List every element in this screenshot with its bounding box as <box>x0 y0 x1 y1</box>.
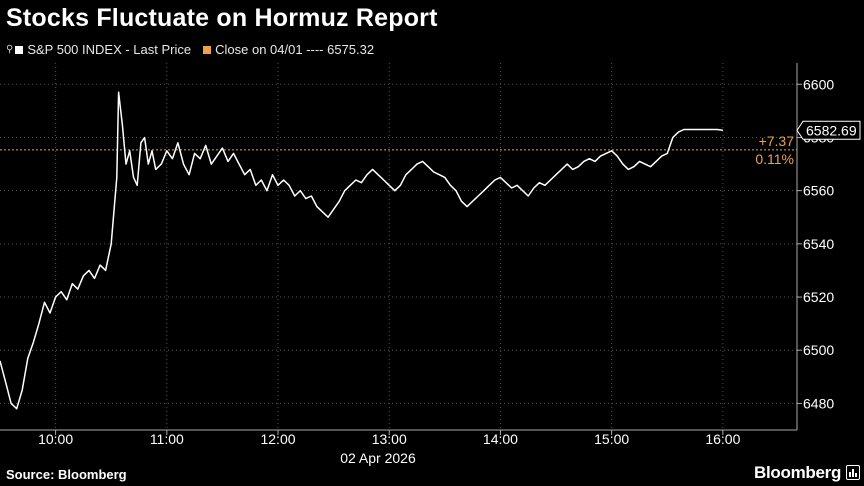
x-tick-label: 14:00 <box>483 431 518 447</box>
x-tick-label: 11:00 <box>150 431 184 447</box>
change-pct-label: 0.11% <box>755 151 794 167</box>
y-tick-label: 6500 <box>803 342 834 358</box>
x-axis-label: 02 Apr 2026 <box>340 450 416 466</box>
y-tick-label: 6480 <box>803 395 834 411</box>
legend-swatch-series <box>15 45 24 54</box>
chart-title: Stocks Fluctuate on Hormuz Report <box>6 4 438 32</box>
legend-label-close: Close on 04/01 ---- 6575.32 <box>215 42 375 57</box>
legend-item-series: ⚲ S&P 500 INDEX - Last Price <box>6 42 191 57</box>
y-tick-label: 6540 <box>803 236 834 252</box>
y-tick-label: 6520 <box>803 289 834 305</box>
x-tick-label: 10:00 <box>38 431 73 447</box>
bar-chart-icon <box>846 465 860 480</box>
x-tick-label: 12:00 <box>260 431 295 447</box>
x-tick-label: 16:00 <box>705 431 740 447</box>
legend-swatch-close <box>203 45 212 54</box>
y-tick-label: 6560 <box>803 183 834 199</box>
legend-item-close: Close on 04/01 ---- 6575.32 <box>203 42 374 57</box>
legend: ⚲ S&P 500 INDEX - Last Price Close on 04… <box>6 42 386 57</box>
last-value-tag <box>796 120 861 140</box>
bloomberg-logo: Bloomberg <box>754 463 842 482</box>
series-line <box>0 91 724 410</box>
change-abs-label: +7.37 <box>759 133 795 149</box>
x-tick-label: 13:00 <box>372 431 407 447</box>
x-tick-label: 15:00 <box>594 431 629 447</box>
legend-label-series: S&P 500 INDEX - Last Price <box>27 42 192 57</box>
pin-icon: ⚲ <box>6 44 14 55</box>
last-value-label: 6582.69 <box>806 122 857 138</box>
y-tick-label: 6600 <box>803 76 834 92</box>
source-label: Source: Bloomberg <box>6 467 127 482</box>
